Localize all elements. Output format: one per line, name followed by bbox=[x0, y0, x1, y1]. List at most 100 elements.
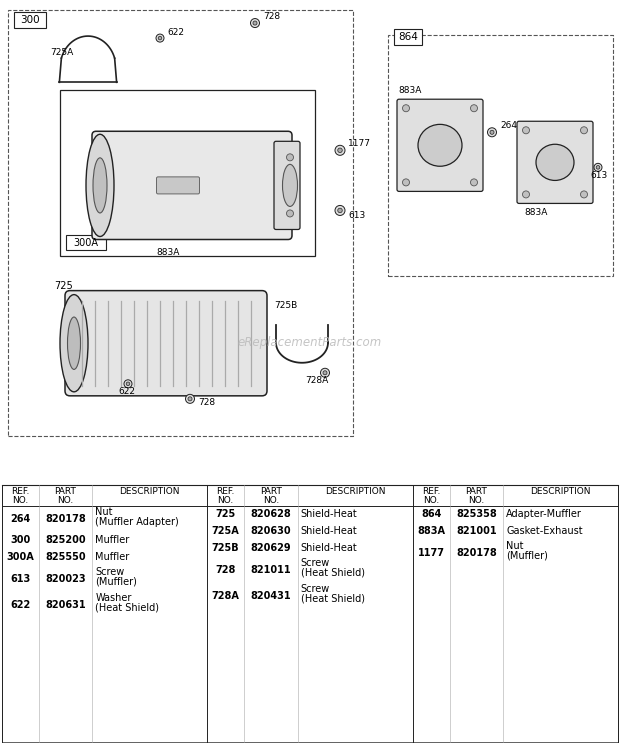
Text: 728: 728 bbox=[215, 565, 236, 574]
Text: 864: 864 bbox=[421, 509, 441, 519]
Circle shape bbox=[156, 34, 164, 42]
Text: 300: 300 bbox=[20, 15, 40, 25]
Circle shape bbox=[286, 210, 293, 217]
FancyBboxPatch shape bbox=[274, 141, 300, 229]
Circle shape bbox=[523, 126, 529, 134]
Text: 622: 622 bbox=[11, 600, 30, 610]
Text: 725B: 725B bbox=[274, 301, 297, 310]
Circle shape bbox=[471, 105, 477, 112]
Text: NO.: NO. bbox=[218, 496, 234, 505]
Circle shape bbox=[158, 36, 162, 40]
Text: 820629: 820629 bbox=[250, 543, 291, 554]
Circle shape bbox=[487, 128, 497, 137]
Circle shape bbox=[338, 148, 342, 153]
Text: (Muffler): (Muffler) bbox=[95, 577, 137, 587]
Text: 725: 725 bbox=[54, 280, 73, 291]
Text: 821011: 821011 bbox=[250, 565, 291, 574]
Text: 613: 613 bbox=[11, 574, 30, 584]
Text: 622: 622 bbox=[167, 28, 184, 36]
FancyBboxPatch shape bbox=[92, 131, 292, 240]
Text: PART: PART bbox=[55, 487, 76, 496]
Text: 820178: 820178 bbox=[45, 513, 86, 524]
Text: (Heat Shield): (Heat Shield) bbox=[301, 568, 365, 578]
Text: 820631: 820631 bbox=[45, 600, 86, 610]
Circle shape bbox=[126, 382, 130, 385]
Text: PART: PART bbox=[466, 487, 487, 496]
Text: Adapter-Muffler: Adapter-Muffler bbox=[506, 509, 582, 519]
Text: 825200: 825200 bbox=[45, 535, 86, 545]
Text: 725A: 725A bbox=[211, 526, 239, 536]
Text: Nut: Nut bbox=[95, 507, 113, 516]
Circle shape bbox=[188, 397, 192, 401]
Text: 728: 728 bbox=[263, 12, 280, 21]
Circle shape bbox=[253, 21, 257, 25]
Circle shape bbox=[250, 19, 260, 28]
Text: NO.: NO. bbox=[263, 496, 279, 505]
Circle shape bbox=[185, 394, 195, 403]
Text: Shield-Heat: Shield-Heat bbox=[301, 526, 357, 536]
Text: NO.: NO. bbox=[58, 496, 74, 505]
Ellipse shape bbox=[68, 317, 81, 370]
Text: 728: 728 bbox=[198, 398, 215, 408]
Circle shape bbox=[402, 105, 409, 112]
FancyBboxPatch shape bbox=[397, 99, 483, 191]
Text: eReplacementParts.com: eReplacementParts.com bbox=[238, 336, 382, 349]
Text: Shield-Heat: Shield-Heat bbox=[301, 509, 357, 519]
Text: 820023: 820023 bbox=[45, 574, 86, 584]
Bar bbox=[8, 10, 353, 436]
Text: 725A: 725A bbox=[50, 48, 73, 57]
FancyBboxPatch shape bbox=[156, 177, 200, 194]
Text: NO.: NO. bbox=[12, 496, 29, 505]
Text: 883A: 883A bbox=[156, 248, 180, 257]
Text: REF.: REF. bbox=[216, 487, 235, 496]
Text: 825550: 825550 bbox=[45, 552, 86, 562]
Text: REF.: REF. bbox=[422, 487, 441, 496]
Circle shape bbox=[594, 164, 602, 171]
Text: 883A: 883A bbox=[417, 526, 445, 536]
Text: Shield-Heat: Shield-Heat bbox=[301, 543, 357, 554]
FancyBboxPatch shape bbox=[517, 121, 593, 203]
Bar bbox=[66, 236, 106, 249]
Text: (Muffler): (Muffler) bbox=[506, 551, 548, 561]
Text: PART: PART bbox=[260, 487, 282, 496]
Text: NO.: NO. bbox=[423, 496, 440, 505]
Text: Gasket-Exhaust: Gasket-Exhaust bbox=[506, 526, 583, 536]
Text: DESCRIPTION: DESCRIPTION bbox=[120, 487, 180, 496]
Text: Screw: Screw bbox=[95, 567, 125, 577]
Text: 613: 613 bbox=[348, 211, 365, 220]
Text: 300A: 300A bbox=[7, 552, 34, 562]
Text: Muffler: Muffler bbox=[95, 552, 130, 562]
Text: (Heat Shield): (Heat Shield) bbox=[95, 603, 159, 613]
Text: NO.: NO. bbox=[469, 496, 485, 505]
Text: (Heat Shield): (Heat Shield) bbox=[301, 594, 365, 604]
Text: 725B: 725B bbox=[211, 543, 239, 554]
Ellipse shape bbox=[93, 158, 107, 213]
Text: Washer: Washer bbox=[95, 593, 131, 603]
Ellipse shape bbox=[86, 134, 114, 237]
Bar bbox=[388, 35, 613, 275]
Text: Screw: Screw bbox=[301, 558, 330, 568]
Ellipse shape bbox=[60, 295, 88, 392]
Text: 264: 264 bbox=[11, 513, 30, 524]
Circle shape bbox=[124, 379, 132, 388]
Ellipse shape bbox=[283, 164, 298, 206]
Text: 883A: 883A bbox=[398, 86, 422, 94]
Circle shape bbox=[523, 191, 529, 198]
Text: 622: 622 bbox=[118, 388, 135, 397]
Ellipse shape bbox=[418, 124, 462, 166]
Text: 613: 613 bbox=[590, 171, 607, 180]
Text: 864: 864 bbox=[398, 32, 418, 42]
Text: 728A: 728A bbox=[305, 376, 328, 385]
Text: 728A: 728A bbox=[211, 591, 239, 600]
Text: 821001: 821001 bbox=[456, 526, 497, 536]
Text: Screw: Screw bbox=[301, 584, 330, 594]
Circle shape bbox=[321, 368, 329, 377]
Text: 825358: 825358 bbox=[456, 509, 497, 519]
Circle shape bbox=[580, 126, 588, 134]
Text: 300A: 300A bbox=[74, 237, 99, 248]
Circle shape bbox=[490, 130, 494, 135]
Bar bbox=[394, 29, 422, 45]
FancyBboxPatch shape bbox=[65, 291, 267, 396]
Text: 820630: 820630 bbox=[250, 526, 291, 536]
Text: 820178: 820178 bbox=[456, 548, 497, 558]
